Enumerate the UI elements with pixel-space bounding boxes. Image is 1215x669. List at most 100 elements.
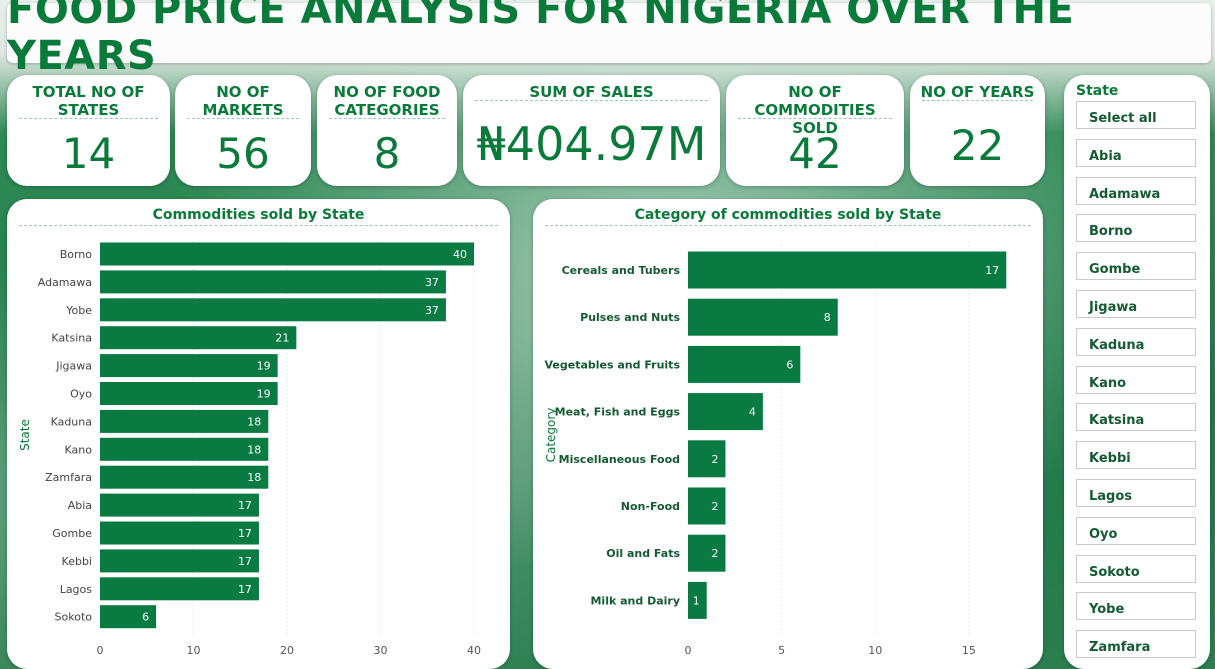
category-label: Jigawa <box>55 360 92 373</box>
slicer-item-kaduna[interactable]: Kaduna <box>1076 327 1196 356</box>
slicer-item-gombe[interactable]: Gombe <box>1076 252 1196 281</box>
kpi-label: NO OF COMMODITIES SOLD <box>754 83 876 137</box>
chart-title: Category of commodities sold by State <box>634 207 942 223</box>
kpi-value: 56 <box>216 129 270 178</box>
data-label: 17 <box>238 555 252 568</box>
slicer-item-jigawa[interactable]: Jigawa <box>1076 290 1196 318</box>
category-label: Adamawa <box>38 276 92 289</box>
bar[interactable] <box>688 440 726 478</box>
chart-card-category-by-state: Category of commodities sold by State 0 5… <box>533 199 1043 669</box>
bar[interactable] <box>100 549 259 573</box>
chart-card-commodities-by-state: Commodities sold by State 0 10 20 30 40 State… <box>7 199 510 669</box>
kpi-divider <box>187 118 299 119</box>
slicer-item-abia[interactable]: Abia <box>1076 138 1196 167</box>
data-label: 1 <box>693 594 700 607</box>
category-label: Oil and Fats <box>606 547 680 560</box>
x-tick-label: 10 <box>187 644 201 657</box>
kpi-divider <box>738 118 892 119</box>
x-tick-label: 40 <box>467 644 481 657</box>
category-label: Pulses and Nuts <box>580 311 680 324</box>
slicer-item-kebbi[interactable]: Kebbi <box>1076 441 1196 470</box>
bar[interactable] <box>100 242 474 266</box>
slicer-title: State <box>1076 83 1119 99</box>
bar[interactable] <box>688 298 838 336</box>
bar[interactable] <box>100 354 278 378</box>
bar[interactable] <box>100 409 269 433</box>
kpi-value: 14 <box>61 129 116 178</box>
bar[interactable] <box>100 577 259 601</box>
bar[interactable] <box>100 465 269 489</box>
slicer-item-yobe[interactable]: Yobe <box>1076 592 1196 621</box>
slicer-item-sokoto[interactable]: Sokoto <box>1076 554 1196 583</box>
data-label: 40 <box>453 248 467 261</box>
slicer-item-borno[interactable]: Borno <box>1076 214 1196 243</box>
x-tick-label: 30 <box>374 644 388 657</box>
data-label: 19 <box>257 388 271 401</box>
category-label: Oyo <box>70 388 92 401</box>
state-slicer: State Select all Abia Adamawa Borno Gombe Jig… <box>1064 75 1210 669</box>
slicer-item-katsina[interactable]: Katsina <box>1076 403 1196 432</box>
bar[interactable] <box>100 326 297 350</box>
bar[interactable] <box>100 382 278 405</box>
category-label: Meat, Fish and Eggs <box>555 406 681 419</box>
x-tick-label: 5 <box>778 644 785 657</box>
category-label: Borno <box>60 248 93 261</box>
slicer-item-kano[interactable]: Kano <box>1076 365 1196 394</box>
kpi-card-states: TOTAL NO OF STATES 14 <box>7 75 170 186</box>
x-tick-label: 0 <box>97 644 104 657</box>
data-label: 17 <box>985 264 999 277</box>
bar[interactable] <box>688 345 801 383</box>
chart-title-divider <box>545 225 1031 226</box>
kpi-card-sum-of-sales: SUM OF SALES ₦404.97M <box>463 75 720 186</box>
kpi-divider <box>475 100 708 101</box>
kpi-card-food-categories: NO OF FOOD CATEGORIES 8 <box>317 75 457 186</box>
bar[interactable] <box>100 605 157 629</box>
category-label: Vegetables and Fruits <box>545 358 681 371</box>
slicer-item-select-all[interactable]: Select all <box>1076 101 1196 129</box>
title-bar: FOOD PRICE ANALYSIS FOR NIGERIA OVER THE… <box>7 0 1211 79</box>
bar[interactable] <box>688 251 1007 289</box>
data-label: 18 <box>247 415 261 428</box>
data-label: 21 <box>275 332 289 345</box>
data-label: 2 <box>711 500 718 513</box>
data-label: 19 <box>257 360 271 373</box>
data-label: 4 <box>749 406 756 419</box>
kpi-value: 22 <box>950 121 1005 170</box>
category-by-state-chart: 0 5 10 15 Category Cereals and Tubers 17 Pulses… <box>544 241 1007 657</box>
kpi-label: TOTAL NO OF STATES <box>32 83 145 119</box>
page-title: FOOD PRICE ANALYSIS FOR NIGERIA OVER THE… <box>7 0 1075 79</box>
category-label: Cereals and Tubers <box>562 264 681 277</box>
kpi-label: NO OF YEARS <box>920 83 1035 101</box>
data-label: 17 <box>238 499 252 512</box>
category-label: Lagos <box>60 583 93 596</box>
kpi-divider <box>19 118 158 119</box>
data-label: 37 <box>425 304 439 317</box>
kpi-value: 42 <box>788 129 842 178</box>
slicer-item-oyo[interactable]: Oyo <box>1076 516 1196 545</box>
data-label: 2 <box>711 547 718 560</box>
bar[interactable] <box>100 437 269 461</box>
category-label: Katsina <box>51 332 92 345</box>
bar[interactable] <box>688 487 726 525</box>
bar[interactable] <box>688 393 763 431</box>
bar[interactable] <box>688 581 707 619</box>
kpi-value: ₦404.97M <box>476 117 707 171</box>
category-label: Gombe <box>52 527 92 540</box>
category-label: Kaduna <box>51 415 92 428</box>
category-label: Abia <box>68 499 92 512</box>
slicer-item-zamfara[interactable]: Zamfara <box>1076 630 1196 659</box>
x-tick-label: 0 <box>685 644 692 657</box>
x-tick-label: 20 <box>280 644 294 657</box>
category-label: Non-Food <box>621 500 680 513</box>
bar[interactable] <box>100 521 259 545</box>
data-label: 8 <box>824 311 831 324</box>
bar[interactable] <box>100 270 446 294</box>
bar[interactable] <box>100 493 259 517</box>
slicer-item-adamawa[interactable]: Adamawa <box>1076 176 1196 205</box>
bar[interactable] <box>688 534 726 572</box>
category-label: Milk and Dairy <box>590 594 680 607</box>
slicer-item-lagos[interactable]: Lagos <box>1076 479 1196 507</box>
chart-title: Commodities sold by State <box>152 207 365 223</box>
bar[interactable] <box>100 298 446 322</box>
y-axis-title: State <box>18 419 32 451</box>
